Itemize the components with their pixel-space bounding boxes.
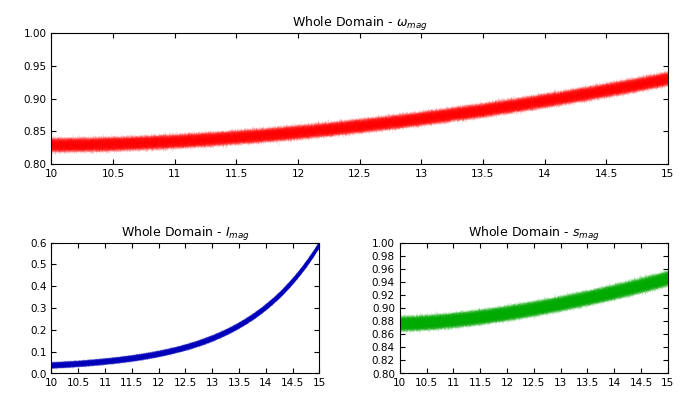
Title: Whole Domain - $I_{mag}$: Whole Domain - $I_{mag}$ [121,225,250,243]
Title: Whole Domain - $s_{mag}$: Whole Domain - $s_{mag}$ [468,225,599,243]
Title: Whole Domain - $\omega_{mag}$: Whole Domain - $\omega_{mag}$ [292,15,427,33]
